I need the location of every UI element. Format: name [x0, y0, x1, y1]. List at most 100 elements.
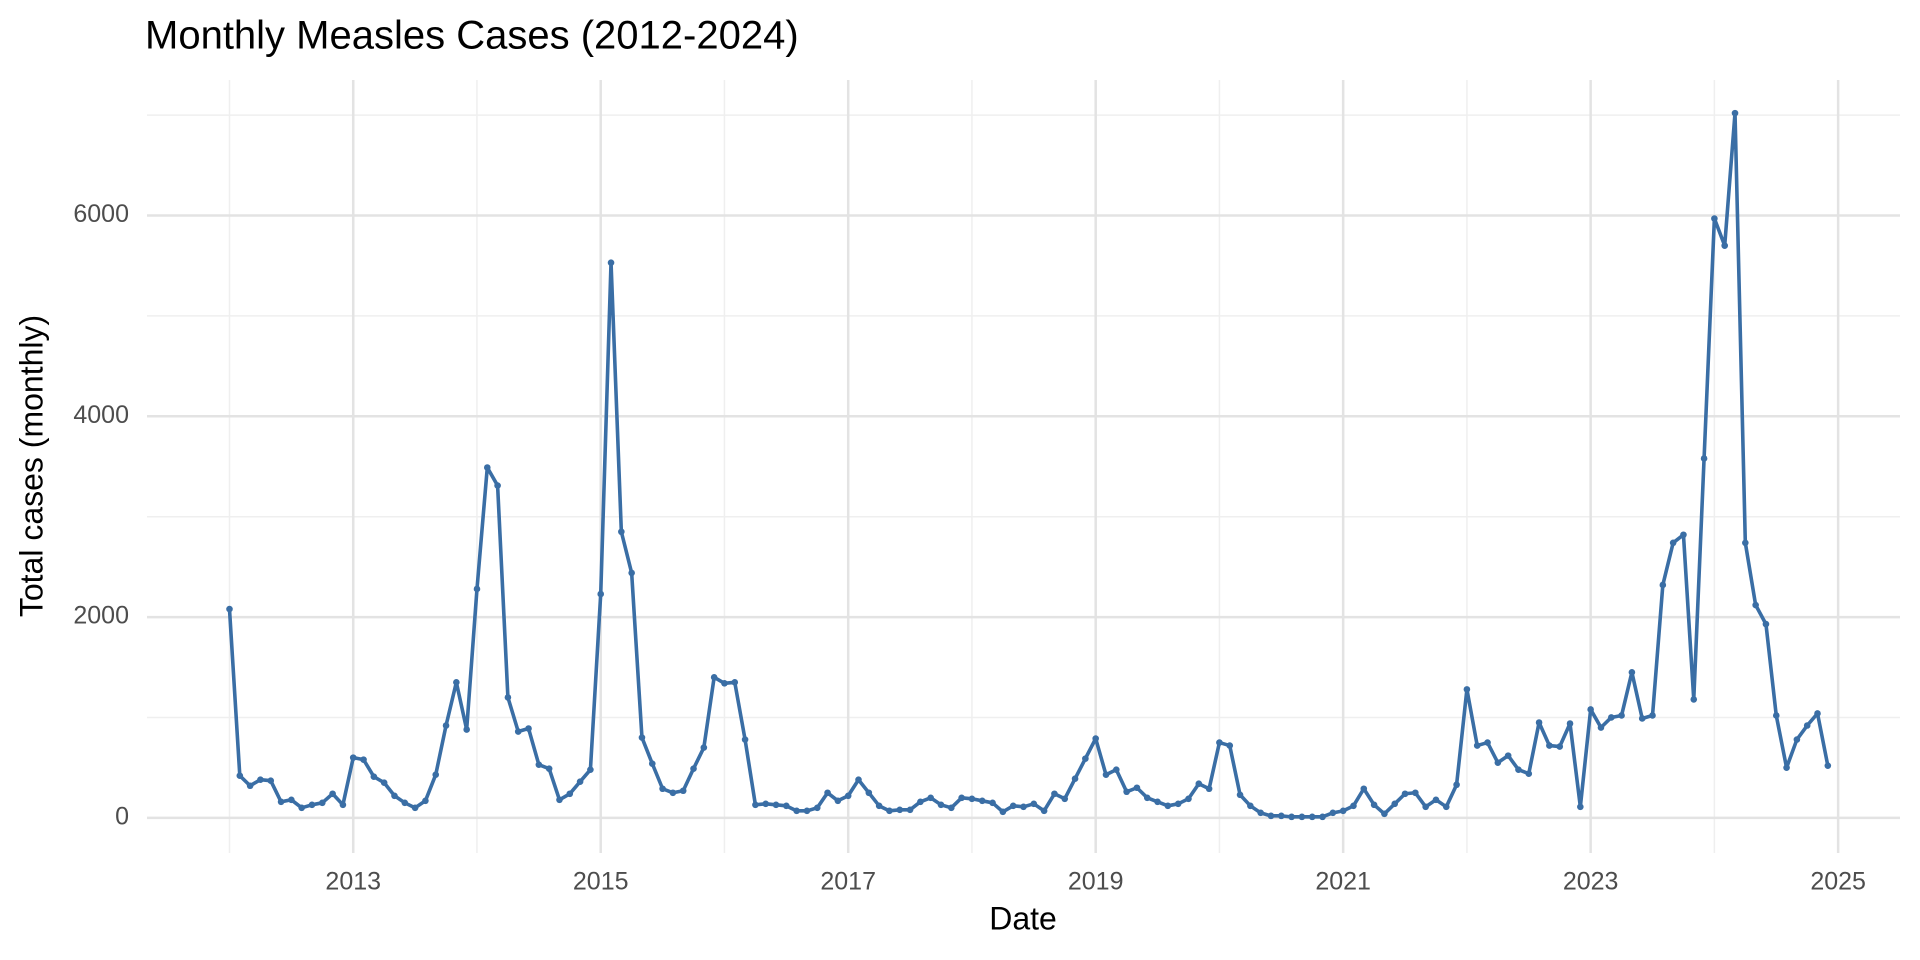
data-point: [1174, 800, 1182, 808]
data-point: [1473, 742, 1481, 749]
data-point: [1494, 759, 1502, 766]
data-point: [463, 726, 470, 733]
data-point: [1463, 686, 1471, 693]
data-point: [1566, 720, 1574, 727]
x-tick-label: 2015: [573, 868, 629, 896]
data-point: [1515, 766, 1522, 773]
data-point: [391, 792, 398, 800]
data-point: [1370, 801, 1378, 809]
data-point: [1597, 724, 1605, 731]
data-point: [483, 464, 491, 471]
data-point: [1319, 813, 1326, 821]
data-point: [1113, 766, 1120, 773]
data-point: [669, 789, 677, 797]
x-tick-label: 2021: [1315, 868, 1371, 896]
data-point: [1308, 813, 1316, 821]
data-point: [783, 802, 790, 810]
x-tick-label: 2017: [820, 868, 876, 896]
data-point: [535, 761, 543, 768]
data-point: [1051, 790, 1058, 798]
data-point: [638, 734, 646, 741]
data-point: [422, 797, 429, 805]
data-point: [1030, 800, 1038, 808]
data-point: [504, 694, 512, 701]
data-point: [1277, 812, 1285, 820]
data-point: [576, 778, 584, 786]
data-point: [679, 787, 687, 795]
data-point: [927, 794, 934, 802]
data-point: [1742, 539, 1749, 547]
x-tick-label: 2019: [1068, 868, 1124, 896]
y-axis-title: Total cases (monthly): [13, 315, 49, 617]
data-point: [1350, 802, 1357, 810]
data-point: [298, 804, 305, 812]
data-point: [1721, 242, 1728, 249]
data-point: [1257, 809, 1264, 817]
data-point: [1216, 739, 1223, 746]
data-point: [1772, 712, 1780, 719]
x-axis-title: Date: [989, 900, 1057, 936]
y-tick-label: 4000: [73, 401, 129, 429]
data-point: [1061, 795, 1069, 803]
data-point: [968, 795, 976, 803]
data-point: [1164, 802, 1172, 810]
data-point: [1226, 742, 1234, 749]
data-point: [1329, 809, 1337, 817]
data-point: [1638, 715, 1646, 722]
data-point: [989, 799, 996, 807]
data-point: [690, 765, 697, 772]
data-point: [288, 796, 295, 804]
chart-title: Monthly Measles Cases (2012-2024): [145, 14, 799, 58]
data-point: [1185, 795, 1192, 803]
data-point: [793, 807, 800, 815]
data-point: [360, 756, 367, 763]
data-point: [1102, 771, 1110, 778]
data-point: [514, 728, 522, 735]
data-point: [246, 782, 254, 790]
data-point: [865, 789, 873, 797]
data-point: [937, 801, 945, 809]
data-point: [277, 798, 285, 806]
data-point: [1391, 800, 1399, 808]
data-point: [1205, 785, 1213, 793]
data-point: [411, 804, 419, 812]
data-point: [1422, 803, 1429, 811]
data-point: [349, 754, 357, 761]
data-point: [855, 776, 862, 784]
data-point: [762, 800, 770, 808]
data-point: [267, 777, 275, 785]
data-point: [1453, 781, 1460, 789]
data-point: [380, 779, 388, 787]
data-point: [1071, 775, 1079, 783]
data-point: [1535, 719, 1543, 726]
data-point: [1381, 810, 1388, 818]
data-point: [1556, 743, 1564, 750]
data-point: [1298, 813, 1306, 821]
data-point: [1123, 788, 1130, 796]
data-point: [1752, 601, 1759, 609]
data-point: [948, 804, 955, 812]
data-point: [906, 806, 914, 814]
data-point: [236, 772, 244, 779]
data-point: [1618, 712, 1625, 719]
data-point: [1432, 796, 1440, 804]
data-point: [1793, 736, 1801, 743]
data-point: [1504, 752, 1512, 759]
data-point: [597, 590, 605, 598]
x-tick-label: 2025: [1810, 868, 1866, 896]
data-point: [1009, 802, 1017, 810]
data-point: [1092, 735, 1099, 742]
data-point: [370, 773, 378, 781]
data-point: [917, 798, 924, 806]
data-point: [566, 790, 574, 798]
data-point: [824, 789, 831, 797]
series-line: [227, 111, 1830, 819]
data-point: [226, 605, 233, 613]
data-point: [1731, 109, 1739, 117]
data-point: [1288, 813, 1295, 821]
data-point: [618, 528, 625, 536]
data-point: [1803, 722, 1811, 729]
data-point: [556, 796, 563, 804]
data-point: [401, 799, 409, 807]
